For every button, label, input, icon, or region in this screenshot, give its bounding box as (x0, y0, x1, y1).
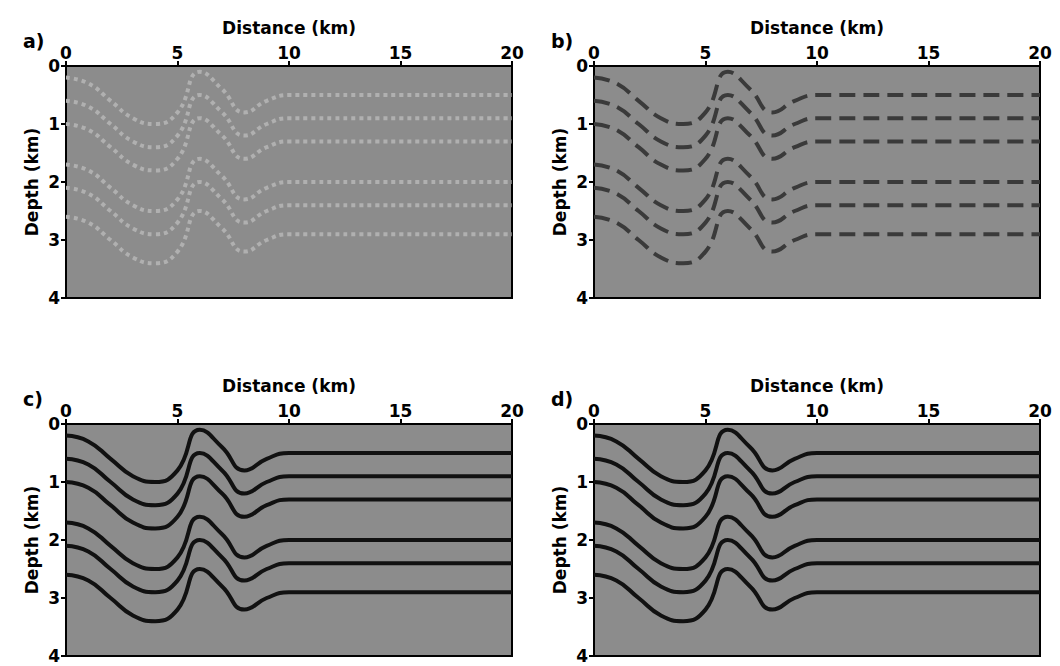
svg-text:15: 15 (917, 43, 941, 63)
svg-text:Distance (km): Distance (km) (750, 376, 884, 396)
svg-text:15: 15 (389, 43, 413, 63)
svg-text:4: 4 (576, 288, 588, 308)
svg-text:Depth (km): Depth (km) (550, 486, 570, 595)
svg-text:20: 20 (1028, 43, 1052, 63)
svg-text:10: 10 (805, 43, 829, 63)
svg-text:15: 15 (389, 401, 413, 421)
svg-text:5: 5 (700, 43, 712, 63)
svg-text:0: 0 (48, 56, 60, 76)
svg-text:4: 4 (48, 646, 60, 666)
svg-text:2: 2 (576, 172, 588, 192)
svg-text:Distance (km): Distance (km) (222, 376, 356, 396)
svg-text:4: 4 (576, 646, 588, 666)
svg-text:0: 0 (588, 401, 600, 421)
svg-text:Depth (km): Depth (km) (22, 128, 42, 237)
svg-text:15: 15 (917, 401, 941, 421)
svg-text:0: 0 (576, 56, 588, 76)
svg-text:3: 3 (576, 230, 588, 250)
svg-text:0: 0 (576, 414, 588, 434)
svg-text:20: 20 (500, 43, 524, 63)
svg-text:0: 0 (60, 43, 72, 63)
svg-text:3: 3 (48, 588, 60, 608)
svg-text:Distance (km): Distance (km) (750, 18, 884, 38)
svg-text:3: 3 (576, 588, 588, 608)
svg-text:Depth (km): Depth (km) (22, 486, 42, 595)
svg-text:1: 1 (576, 472, 588, 492)
svg-text:1: 1 (48, 472, 60, 492)
svg-text:10: 10 (277, 43, 301, 63)
svg-text:0: 0 (48, 414, 60, 434)
svg-text:Distance (km): Distance (km) (222, 18, 356, 38)
svg-text:c): c) (23, 388, 43, 410)
svg-text:5: 5 (172, 43, 184, 63)
svg-text:1: 1 (48, 114, 60, 134)
svg-text:10: 10 (805, 401, 829, 421)
svg-text:3: 3 (48, 230, 60, 250)
svg-text:2: 2 (576, 530, 588, 550)
svg-text:5: 5 (700, 401, 712, 421)
svg-text:4: 4 (48, 288, 60, 308)
svg-text:5: 5 (172, 401, 184, 421)
svg-text:a): a) (23, 30, 45, 52)
svg-text:b): b) (551, 30, 573, 52)
svg-text:20: 20 (500, 401, 524, 421)
svg-text:2: 2 (48, 172, 60, 192)
svg-text:Depth (km): Depth (km) (550, 128, 570, 237)
svg-text:10: 10 (277, 401, 301, 421)
svg-text:d): d) (551, 388, 573, 410)
svg-text:0: 0 (588, 43, 600, 63)
svg-text:1: 1 (576, 114, 588, 134)
svg-text:2: 2 (48, 530, 60, 550)
svg-text:20: 20 (1028, 401, 1052, 421)
svg-text:0: 0 (60, 401, 72, 421)
